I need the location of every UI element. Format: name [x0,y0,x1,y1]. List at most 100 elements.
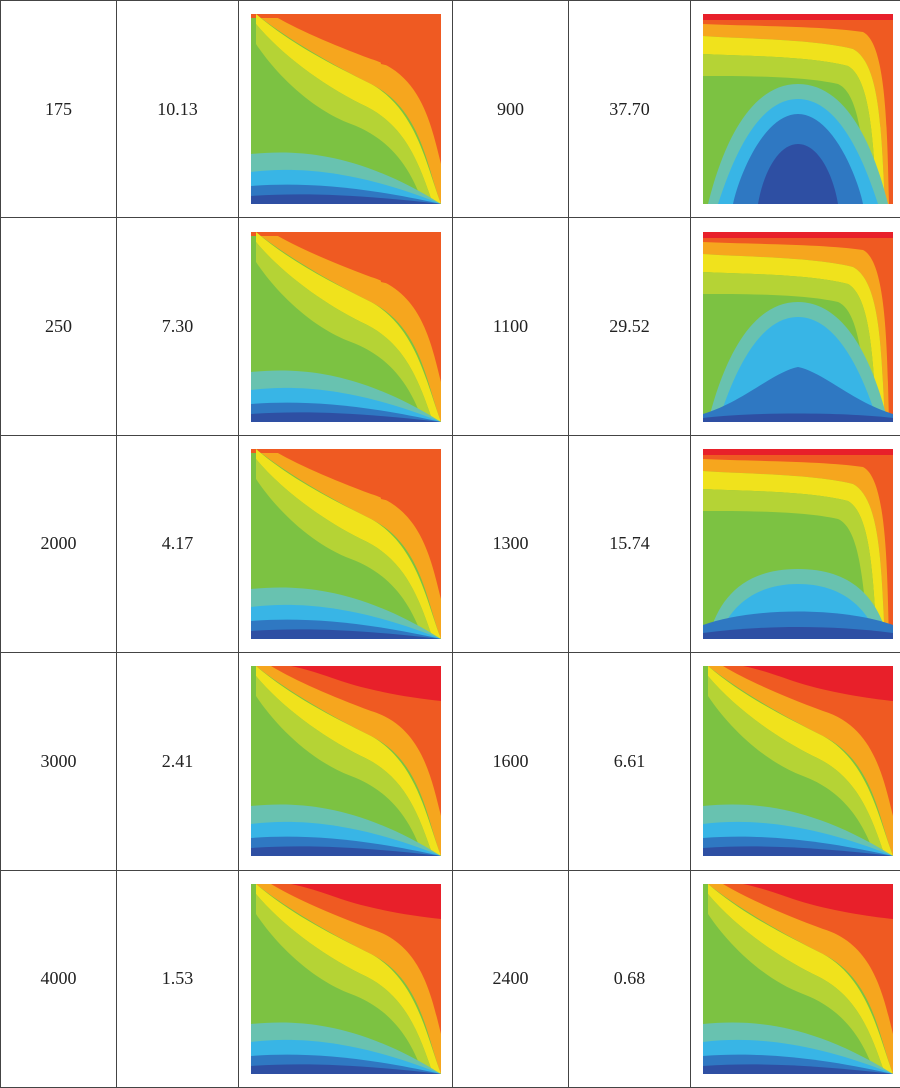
right-param: 900 [497,98,524,119]
left-value-cell: 1.53 [116,869,239,1088]
right-value-cell: 15.74 [568,434,691,654]
contour-band-dark-blue [250,412,441,422]
left-param: 250 [45,316,72,337]
left-contour-cell [238,869,453,1088]
contour-band-yellow-green [707,676,885,857]
contour-plot [702,666,893,857]
contour-band-dark-blue [757,144,838,205]
left-contour-cell [238,217,453,436]
contour-band-yellow [255,231,441,422]
right-value-cell: 6.61 [568,652,691,871]
contour-band-orange-red [702,231,893,422]
contour-band-yellow [255,666,441,857]
left-value: 10.13 [157,98,198,119]
table-row: 2000 4.17 1300 15.74 [0,434,900,654]
contour-band-yellow [702,470,885,639]
contour-band-orange-red [722,883,893,1034]
contour-plot [250,14,441,205]
contour-band-dark-blue [250,629,441,639]
contour-band-yellow [255,448,441,639]
contour-plot [250,231,441,422]
table-row: 3000 2.41 1600 6.61 [0,652,900,871]
contour-band-yellow [255,14,441,205]
contour-band-top-edge [250,231,441,236]
contour-plot [702,231,893,422]
contour-band-yellow-green [255,458,433,639]
contour-band-dark-blue [702,626,893,639]
contour-plot [702,448,893,639]
contour-band-yellow-green [255,241,433,422]
contour-band-orange-red-top [370,231,441,292]
left-value-cell: 2.41 [116,652,239,871]
right-contour-cell [690,0,900,219]
contour-band-red [702,448,893,455]
left-param-cell: 250 [0,217,117,436]
contour-band-orange-red [270,666,441,817]
right-contour-cell [690,434,900,654]
contour-band-dark-blue [702,413,893,422]
contour-band-yellow [702,253,885,422]
left-value-cell: 4.17 [116,434,239,654]
right-value: 6.61 [613,750,646,771]
contour-band-dark-blue [250,846,441,857]
contour-band-dark-blue [702,846,893,857]
left-value-cell: 10.13 [116,0,239,219]
contour-band-yellow-green [707,893,885,1074]
contour-band-yellow [255,883,441,1074]
left-contour-cell [238,652,453,871]
right-value-cell: 37.70 [568,0,691,219]
contour-band-dark-blue [250,1064,441,1074]
table-row: 4000 1.53 2400 0.68 [0,869,900,1088]
contour-band-yellow-green [702,488,877,639]
contour-plot [250,883,441,1074]
right-param-cell: 1600 [452,652,569,871]
table-row: 250 7.30 1100 29.52 [0,217,900,436]
left-param-cell: 4000 [0,869,117,1088]
contour-band-yellow-green [702,54,877,205]
contour-band-red [702,14,893,21]
left-value: 1.53 [161,968,194,989]
right-contour-cell [690,652,900,871]
left-param: 3000 [40,750,77,771]
right-value: 15.74 [609,533,650,554]
right-value: 37.70 [609,98,650,119]
left-contour-cell [238,434,453,654]
contour-band-yellow-green [702,271,877,422]
contour-band-orange-red-top [370,448,441,509]
contour-band-yellow [707,666,893,857]
right-param: 1100 [492,316,529,337]
contour-plot [250,448,441,639]
contour-band-red [742,883,893,919]
contour-band-top-edge [250,14,441,19]
contour-band-orange-red [702,14,893,205]
contour-band-orange-red [722,666,893,817]
right-contour-cell [690,869,900,1088]
contour-band-yellow [702,36,885,205]
contour-band-yellow-green [255,24,433,205]
right-value: 29.52 [609,316,650,337]
right-param: 1300 [492,533,529,554]
right-param-cell: 1300 [452,434,569,654]
right-value-cell: 29.52 [568,217,691,436]
left-value: 7.30 [161,316,194,337]
contour-band-red [742,666,893,702]
contour-plot [702,883,893,1074]
right-contour-cell [690,217,900,436]
contour-band-yellow-green [255,676,433,857]
left-param-cell: 175 [0,0,117,219]
contour-band-mid-blue [702,366,893,422]
table-row: 175 10.13 900 37.70 [0,0,900,219]
right-param: 1600 [492,750,529,771]
right-param-cell: 900 [452,0,569,219]
contour-plot [250,666,441,857]
contour-band-top-edge [250,448,441,453]
contour-band-red [702,231,893,238]
contour-band-orange-red [702,448,893,639]
contour-band-dark-blue [250,194,441,205]
right-param-cell: 1100 [452,217,569,436]
left-param-cell: 3000 [0,652,117,871]
left-param-cell: 2000 [0,434,117,654]
contour-band-yellow-green [255,893,433,1074]
left-param: 175 [45,98,72,119]
